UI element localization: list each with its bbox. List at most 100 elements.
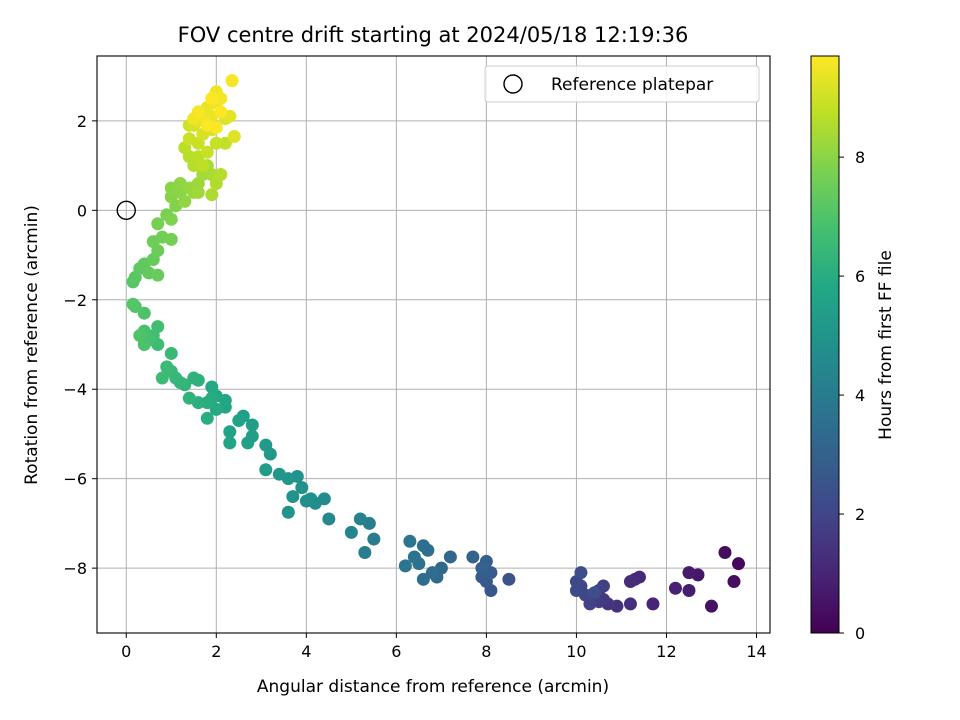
legend-entry: Reference platepar: [551, 75, 713, 95]
y-tick-label: −8: [63, 559, 87, 578]
data-point: [569, 584, 583, 598]
data-point: [200, 145, 214, 159]
data-point: [214, 105, 228, 119]
colorbar-tick-label: 2: [855, 505, 865, 524]
data-point: [232, 414, 246, 428]
x-axis-label: Angular distance from reference (arcmin): [257, 677, 609, 697]
data-point: [443, 550, 457, 564]
data-point: [344, 525, 358, 539]
x-tick-label: 12: [656, 642, 676, 661]
data-point: [407, 550, 421, 564]
data-point: [682, 584, 696, 598]
colorbar-tick-label: 6: [855, 267, 865, 286]
chart-title: FOV centre drift starting at 2024/05/18 …: [178, 23, 689, 47]
data-point: [214, 91, 228, 105]
data-point: [227, 130, 241, 144]
data-point: [178, 194, 192, 208]
data-point: [218, 136, 232, 150]
data-point: [466, 550, 480, 564]
grid-lines: [97, 56, 770, 633]
data-point: [727, 575, 741, 589]
x-tick-label: 6: [391, 642, 401, 661]
data-point: [164, 232, 178, 246]
data-point: [358, 545, 372, 559]
data-point: [281, 505, 295, 519]
y-tick-label: −2: [63, 291, 87, 310]
data-point: [205, 188, 219, 202]
colorbar: [810, 55, 840, 634]
data-point: [623, 575, 637, 589]
data-point: [196, 159, 210, 173]
y-tick-label: 0: [77, 201, 87, 220]
y-axis-label: Rotation from reference (arcmin): [22, 205, 42, 485]
data-point: [259, 438, 273, 452]
data-point: [272, 467, 286, 481]
data-point: [668, 581, 682, 595]
plot-frame: [96, 55, 771, 634]
data-point: [137, 306, 151, 320]
y-tick-label: −4: [63, 380, 87, 399]
data-point: [223, 425, 237, 439]
x-tick-label: 10: [566, 642, 586, 661]
data-point: [322, 512, 336, 526]
data-point: [155, 371, 169, 385]
data-point: [133, 329, 147, 343]
x-tick-label: 4: [301, 642, 311, 661]
data-point: [182, 391, 196, 405]
colorbar-ticks: 0 2 4 6 8: [839, 148, 865, 643]
data-point: [398, 559, 412, 573]
y-axis-ticks: −8 −6 −4 −2 0 2: [63, 112, 97, 578]
y-tick-label: −6: [63, 470, 87, 489]
data-point: [367, 532, 381, 546]
legend-box: [484, 65, 760, 103]
data-point: [223, 436, 237, 450]
colorbar-tick-label: 8: [855, 148, 865, 167]
data-point: [241, 436, 255, 450]
data-point: [200, 411, 214, 425]
data-point: [416, 572, 430, 586]
data-points: [126, 74, 745, 613]
data-point: [299, 494, 313, 508]
data-point: [259, 463, 273, 477]
data-point: [200, 396, 214, 410]
colorbar-tick-label: 4: [855, 386, 865, 405]
data-point: [682, 566, 696, 580]
reference-marker: [116, 200, 136, 221]
data-point: [245, 418, 259, 432]
data-point: [191, 185, 205, 199]
data-point: [502, 572, 516, 586]
data-point: [164, 346, 178, 360]
data-point: [731, 557, 745, 571]
data-point: [574, 566, 588, 580]
data-point: [286, 490, 300, 504]
x-tick-label: 8: [481, 642, 491, 661]
data-point: [182, 132, 196, 146]
data-point: [205, 380, 219, 394]
data-point: [718, 545, 732, 559]
data-point: [164, 212, 178, 226]
data-point: [209, 136, 223, 150]
x-tick-label: 2: [211, 642, 221, 661]
y-tick-label: 2: [77, 112, 87, 131]
colorbar-label: Hours from first FF file: [876, 250, 896, 440]
x-axis-ticks: 0 2 4 6 8 10 12 14: [121, 633, 767, 661]
data-point: [205, 91, 219, 105]
x-tick-label: 0: [121, 642, 131, 661]
data-point: [187, 371, 201, 385]
data-point: [475, 561, 489, 575]
data-point: [191, 105, 205, 119]
legend: Reference platepar: [484, 65, 760, 103]
data-point: [209, 402, 223, 416]
data-point: [126, 297, 140, 311]
data-point: [209, 121, 223, 135]
x-tick-label: 14: [746, 642, 766, 661]
legend-marker-icon: [503, 74, 523, 94]
data-point: [425, 566, 439, 580]
data-point: [623, 597, 637, 611]
data-point: [151, 217, 165, 231]
data-point: [403, 534, 417, 548]
data-point: [353, 512, 367, 526]
data-point: [151, 268, 165, 282]
